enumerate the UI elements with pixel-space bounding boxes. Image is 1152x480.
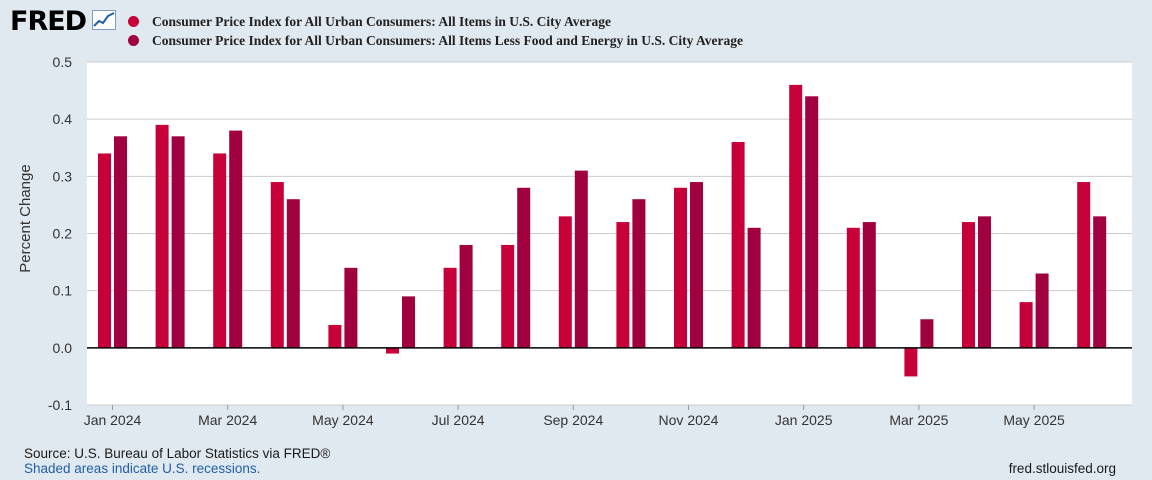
bar-series1: [328, 324, 342, 348]
bar-series2: [690, 182, 703, 348]
legend-marker: [128, 35, 139, 46]
bar-series1: [1077, 182, 1091, 348]
bar-series2: [805, 96, 819, 348]
bar-series2: [1093, 216, 1107, 348]
legend-marker: [128, 16, 139, 27]
legend-item-core[interactable]: Consumer Price Index for All Urban Consu…: [128, 31, 743, 50]
y-axis-title: Percent Change: [17, 164, 34, 272]
y-tick-label: 0.5: [53, 54, 73, 70]
bar-series2: [978, 216, 991, 348]
bar-series1: [98, 153, 111, 348]
bar-series1: [731, 142, 745, 348]
bar-series1: [962, 222, 975, 348]
bar-series2: [1035, 273, 1049, 348]
x-tick-label: Sep 2024: [543, 412, 603, 428]
bar-series1: [789, 84, 803, 348]
bar-series2: [920, 319, 934, 348]
bar-series2: [171, 136, 185, 348]
chart-legend: Consumer Price Index for All Urban Consu…: [128, 12, 743, 50]
y-tick-label: -0.1: [48, 397, 72, 413]
bar-series2: [747, 227, 761, 348]
bar-series2: [286, 199, 300, 348]
x-tick-label: May 2025: [1003, 412, 1065, 428]
x-tick-label: Mar 2024: [198, 412, 257, 428]
y-tick-label: 0.4: [53, 111, 73, 127]
trend-line-icon: [92, 10, 116, 30]
bar-series1: [616, 222, 630, 348]
y-tick-label: 0.1: [53, 283, 73, 299]
source-note: Source: U.S. Bureau of Labor Statistics …: [24, 446, 331, 461]
bar-series1: [846, 227, 860, 348]
bar-series2: [344, 267, 358, 348]
legend-label: Consumer Price Index for All Urban Consu…: [152, 32, 744, 48]
bar-series2: [402, 296, 415, 348]
fred-url[interactable]: fred.stlouisfed.org: [1008, 461, 1116, 476]
x-tick-label: Jul 2024: [432, 412, 485, 428]
x-tick-label: May 2024: [312, 412, 374, 428]
bar-series1: [558, 216, 572, 348]
bar-series1: [904, 347, 918, 377]
bar-series2: [114, 136, 127, 348]
y-tick-label: 0.0: [53, 340, 73, 356]
legend-label: Consumer Price Index for All Urban Consu…: [152, 13, 611, 29]
bar-chart: 0.5 0.4 0.3 0.2 0.1 0.0 -0.1 Jan 2024 Mar 2024 Ma…: [17, 54, 1132, 428]
bar-series2: [632, 199, 646, 348]
bar-series2: [517, 187, 531, 348]
bar-series2: [574, 170, 588, 348]
bar-series1: [155, 124, 169, 348]
bar-series1: [386, 347, 399, 354]
bar-series1: [443, 267, 457, 348]
bar-series2: [459, 244, 473, 348]
x-tick-label: Mar 2025: [889, 412, 948, 428]
y-tick-label: 0.3: [53, 168, 73, 184]
bar-series1: [1019, 302, 1033, 348]
bar-series1: [213, 153, 227, 348]
bar-series2: [862, 222, 876, 348]
x-tick-label: Jan 2024: [84, 412, 142, 428]
y-tick-label: 0.2: [53, 226, 73, 242]
bar-series1: [674, 187, 687, 348]
x-tick-label: Jan 2025: [775, 412, 833, 428]
bar-series2: [229, 130, 243, 348]
recessions-link[interactable]: Shaded areas indicate U.S. recessions.: [24, 461, 261, 476]
fred-logo[interactable]: FRED: [10, 6, 87, 37]
x-tick-label: Nov 2024: [659, 412, 719, 428]
legend-item-all-items[interactable]: Consumer Price Index for All Urban Consu…: [128, 12, 743, 31]
bar-series1: [501, 244, 515, 348]
bar-series1: [270, 182, 284, 348]
